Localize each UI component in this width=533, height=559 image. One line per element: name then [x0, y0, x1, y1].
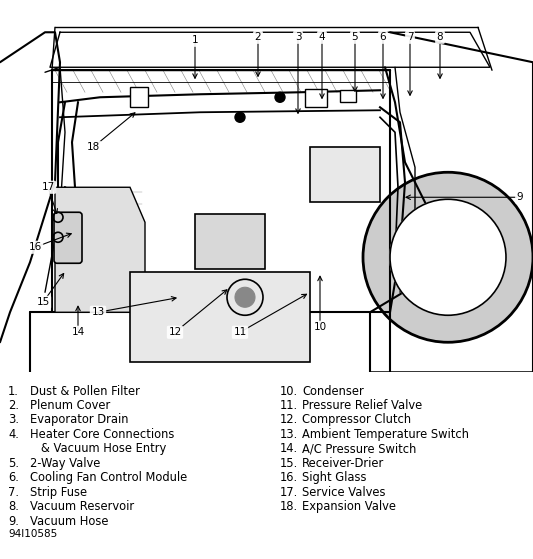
- Circle shape: [275, 92, 285, 102]
- Bar: [340, 90, 356, 102]
- Text: Ambient Temperature Switch: Ambient Temperature Switch: [302, 428, 469, 441]
- Text: Condenser: Condenser: [302, 385, 364, 397]
- Circle shape: [235, 287, 255, 307]
- Text: 18.: 18.: [280, 500, 298, 513]
- Text: 13.: 13.: [280, 428, 298, 441]
- Circle shape: [390, 199, 506, 315]
- Bar: [130, 87, 148, 107]
- Text: 10.: 10.: [280, 385, 298, 397]
- Text: Evaporator Drain: Evaporator Drain: [30, 414, 128, 427]
- Text: 3: 3: [295, 32, 301, 42]
- Text: 14: 14: [71, 327, 85, 337]
- Circle shape: [235, 112, 245, 122]
- Text: 6: 6: [379, 32, 386, 42]
- Text: 1.: 1.: [8, 385, 19, 397]
- Text: Pressure Relief Valve: Pressure Relief Valve: [302, 399, 422, 412]
- Text: Compressor Clutch: Compressor Clutch: [302, 414, 411, 427]
- Text: 14.: 14.: [280, 442, 298, 456]
- Text: 18: 18: [86, 142, 100, 152]
- Text: 2: 2: [255, 32, 261, 42]
- Text: 5.: 5.: [8, 457, 19, 470]
- Bar: [310, 147, 380, 202]
- Text: 9.: 9.: [8, 515, 19, 528]
- Text: Vacuum Reservoir: Vacuum Reservoir: [30, 500, 134, 513]
- Text: 9: 9: [516, 192, 523, 202]
- Text: 8: 8: [437, 32, 443, 42]
- Text: Sight Glass: Sight Glass: [302, 471, 367, 484]
- Text: 17: 17: [42, 182, 54, 192]
- Text: 5: 5: [352, 32, 358, 42]
- Text: Expansion Valve: Expansion Valve: [302, 500, 396, 513]
- Text: Dust & Pollen Filter: Dust & Pollen Filter: [30, 385, 140, 397]
- Text: 11: 11: [233, 327, 247, 337]
- Polygon shape: [55, 187, 145, 312]
- Text: & Vacuum Hose Entry: & Vacuum Hose Entry: [30, 442, 166, 456]
- Text: 6.: 6.: [8, 471, 19, 484]
- Bar: [195, 214, 265, 269]
- Bar: [305, 89, 327, 107]
- Text: 13: 13: [91, 307, 104, 318]
- Text: Heater Core Connections: Heater Core Connections: [30, 428, 174, 441]
- Text: 1: 1: [192, 35, 198, 45]
- Text: 4: 4: [319, 32, 325, 42]
- Text: 16.: 16.: [280, 471, 298, 484]
- Text: 4.: 4.: [8, 428, 19, 441]
- Text: 12.: 12.: [280, 414, 298, 427]
- Text: Vacuum Hose: Vacuum Hose: [30, 515, 109, 528]
- Text: A/C Pressure Switch: A/C Pressure Switch: [302, 442, 416, 456]
- Text: 3.: 3.: [8, 414, 19, 427]
- Text: 16: 16: [28, 242, 42, 252]
- Text: 2-Way Valve: 2-Way Valve: [30, 457, 100, 470]
- Text: 7.: 7.: [8, 486, 19, 499]
- Text: 15: 15: [36, 297, 50, 307]
- Text: 94I10585: 94I10585: [8, 529, 57, 539]
- Text: Service Valves: Service Valves: [302, 486, 385, 499]
- Text: 17.: 17.: [280, 486, 298, 499]
- Text: 15.: 15.: [280, 457, 298, 470]
- Text: Receiver-Drier: Receiver-Drier: [302, 457, 384, 470]
- Text: Cooling Fan Control Module: Cooling Fan Control Module: [30, 471, 187, 484]
- Polygon shape: [130, 272, 310, 362]
- Text: Strip Fuse: Strip Fuse: [30, 486, 87, 499]
- Text: 12: 12: [168, 327, 182, 337]
- Circle shape: [363, 172, 533, 342]
- Text: Plenum Cover: Plenum Cover: [30, 399, 110, 412]
- Text: 11.: 11.: [280, 399, 298, 412]
- Text: 10: 10: [313, 323, 327, 332]
- Text: 2.: 2.: [8, 399, 19, 412]
- Text: 8.: 8.: [8, 500, 19, 513]
- Text: 7: 7: [407, 32, 413, 42]
- FancyBboxPatch shape: [54, 212, 82, 263]
